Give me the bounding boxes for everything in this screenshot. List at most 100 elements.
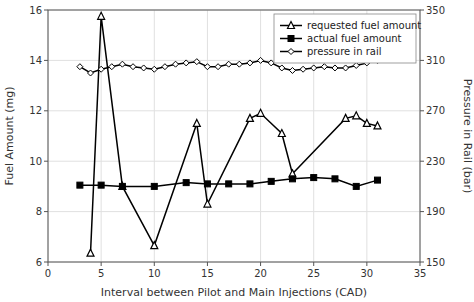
y-tick xyxy=(44,60,48,61)
series-marker xyxy=(257,109,264,116)
series-marker xyxy=(279,65,285,71)
series xyxy=(87,12,381,256)
x-tick-label: 10 xyxy=(148,268,161,279)
series-marker xyxy=(151,242,158,249)
series-marker xyxy=(268,178,274,184)
x-tick xyxy=(420,262,421,266)
series-marker xyxy=(343,65,349,71)
series-marker xyxy=(77,182,83,188)
series-marker xyxy=(332,65,338,71)
y-tick-label: 12 xyxy=(29,105,42,116)
series-marker xyxy=(363,119,370,126)
series-marker xyxy=(332,176,338,182)
series-marker xyxy=(204,200,211,207)
series-marker xyxy=(130,64,136,70)
y2-tick xyxy=(420,10,424,11)
series xyxy=(77,175,381,190)
y-tick xyxy=(44,110,48,111)
y2-tick xyxy=(420,211,424,212)
y-tick xyxy=(44,10,48,11)
legend: requested fuel amountactual fuel amountp… xyxy=(274,14,421,63)
y-tick-label: 10 xyxy=(29,156,42,167)
series-marker xyxy=(98,12,105,19)
y2-tick-label: 270 xyxy=(426,105,445,116)
series-marker xyxy=(289,67,295,73)
series-marker xyxy=(119,183,125,189)
y-tick-label: 16 xyxy=(29,5,42,16)
series-marker xyxy=(268,60,274,66)
y-tick xyxy=(44,262,48,263)
x-tick xyxy=(101,262,102,266)
x-tick xyxy=(260,262,261,266)
series-marker xyxy=(87,249,94,256)
series-marker xyxy=(151,66,157,72)
x-grid-line xyxy=(260,10,261,262)
series-marker xyxy=(300,66,306,72)
y2-axis-label: Pressure in Rail (bar) xyxy=(461,79,474,194)
series-marker xyxy=(289,176,295,182)
y2-tick xyxy=(420,161,424,162)
series-marker xyxy=(183,60,189,66)
series-marker xyxy=(193,119,200,126)
series-marker xyxy=(247,181,253,187)
series-marker xyxy=(353,112,360,119)
series-marker xyxy=(204,181,210,187)
y2-tick xyxy=(420,110,424,111)
series-marker xyxy=(77,64,83,70)
y2-tick-label: 230 xyxy=(426,156,445,167)
x-tick xyxy=(366,262,367,266)
x-axis-label: Interval between Pilot and Main Injectio… xyxy=(101,286,367,299)
y2-tick-label: 190 xyxy=(426,206,445,217)
series-marker xyxy=(246,114,253,121)
y-grid-line xyxy=(48,110,420,111)
series-marker xyxy=(247,60,253,66)
series-marker xyxy=(311,65,317,71)
series-marker xyxy=(173,61,179,67)
series-marker xyxy=(151,183,157,189)
x-tick xyxy=(207,262,208,266)
y2-tick xyxy=(420,262,424,263)
legend-marker xyxy=(288,22,295,29)
x-tick-label: 0 xyxy=(45,268,51,279)
x-grid-line xyxy=(154,10,155,262)
series-marker xyxy=(236,61,242,67)
legend-label: actual fuel amount xyxy=(307,33,402,44)
series-marker xyxy=(226,61,232,67)
series-marker xyxy=(183,180,189,186)
grid xyxy=(48,10,420,262)
series-group xyxy=(77,12,381,256)
x-tick-label: 25 xyxy=(307,268,320,279)
series-marker xyxy=(98,182,104,188)
series-marker xyxy=(278,129,285,136)
x-tick-label: 20 xyxy=(254,268,267,279)
series-marker xyxy=(119,61,125,67)
series-marker xyxy=(226,181,232,187)
x-tick xyxy=(154,262,155,266)
series-marker xyxy=(109,64,115,70)
axes: 0510152025303568101214161501902302703103… xyxy=(3,5,474,300)
x-tick-label: 5 xyxy=(98,268,104,279)
series-marker xyxy=(258,57,264,63)
series-marker xyxy=(215,64,221,70)
y2-tick-label: 150 xyxy=(426,257,445,268)
legend-marker xyxy=(288,36,294,42)
series-marker xyxy=(321,64,327,70)
x-tick-label: 15 xyxy=(201,268,214,279)
series-marker xyxy=(119,182,126,189)
plot-frame xyxy=(48,10,420,262)
series-marker xyxy=(342,114,349,121)
y-tick-label: 14 xyxy=(29,55,42,66)
x-grid-line xyxy=(207,10,208,262)
x-tick-label: 30 xyxy=(360,268,373,279)
series-marker xyxy=(204,64,210,70)
series-marker xyxy=(162,64,168,70)
y-grid-line xyxy=(48,211,420,212)
y-tick-label: 8 xyxy=(36,206,42,217)
x-tick xyxy=(313,262,314,266)
x-tick-label: 35 xyxy=(414,268,427,279)
y2-tick xyxy=(420,60,424,61)
series-marker xyxy=(353,183,359,189)
x-tick xyxy=(48,262,49,266)
legend-label: pressure in rail xyxy=(307,46,381,57)
y-tick xyxy=(44,211,48,212)
